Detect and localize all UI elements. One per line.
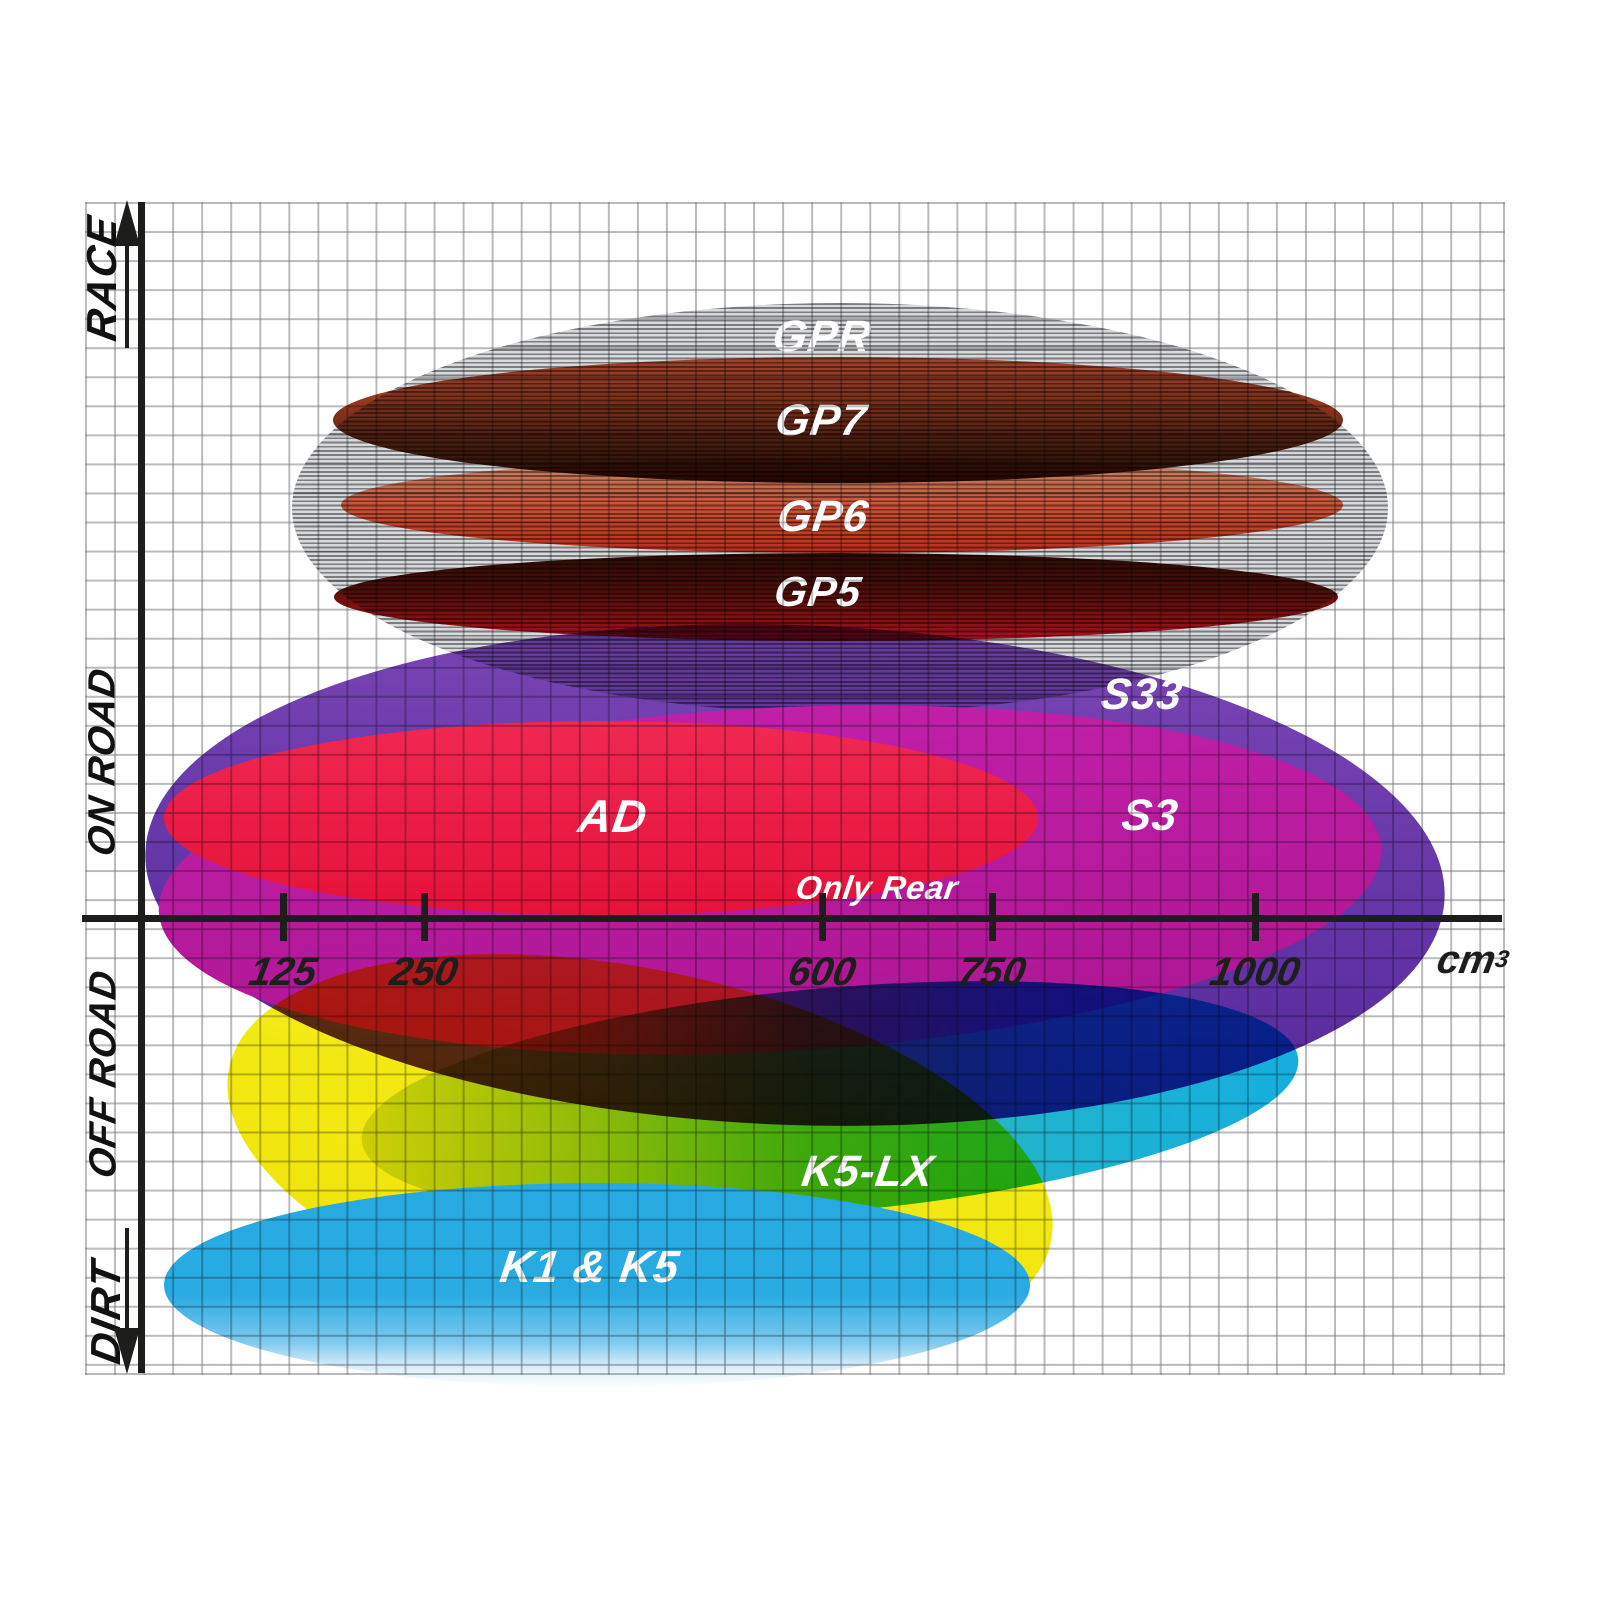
x-tick-1000 <box>1252 893 1259 941</box>
y-category-off-road: OFF ROAD <box>82 966 125 1182</box>
label-s33: S33 <box>1098 670 1186 719</box>
x-tick-250 <box>421 893 428 941</box>
x-axis-line <box>82 915 1502 922</box>
y-axis-line <box>138 202 145 1373</box>
x-tick-label-250: 250 <box>386 950 462 994</box>
label-k1-k5: K1 & K5 <box>497 1241 684 1292</box>
y-category-on-road: ON ROAD <box>81 664 124 860</box>
x-tick-750 <box>989 893 996 941</box>
dirt-down-arrow-shaft <box>125 1228 129 1330</box>
x-axis-unit-base: cm <box>1433 938 1500 982</box>
label-ad: AD <box>575 790 651 842</box>
x-tick-label-750: 750 <box>954 950 1030 994</box>
label-s3: S3 <box>1118 791 1182 840</box>
dirt-down-arrow-icon <box>114 1328 140 1374</box>
x-tick-125 <box>280 893 287 941</box>
label-k5-lx: K5-LX <box>798 1147 938 1196</box>
label-gp7: GP7 <box>772 396 870 445</box>
label-gp5: GP5 <box>771 568 865 615</box>
label-gpr: GPR <box>769 312 875 361</box>
x-tick-600 <box>819 893 826 941</box>
race-up-arrow-icon <box>114 200 140 246</box>
x-tick-label-1000: 1000 <box>1206 950 1304 994</box>
x-axis-unit-label: cm3 <box>1433 938 1512 983</box>
x-tick-label-600: 600 <box>784 950 860 994</box>
label-gp6: GP6 <box>774 492 872 541</box>
x-tick-label-125: 125 <box>245 950 321 994</box>
race-up-arrow-shaft <box>125 242 129 348</box>
